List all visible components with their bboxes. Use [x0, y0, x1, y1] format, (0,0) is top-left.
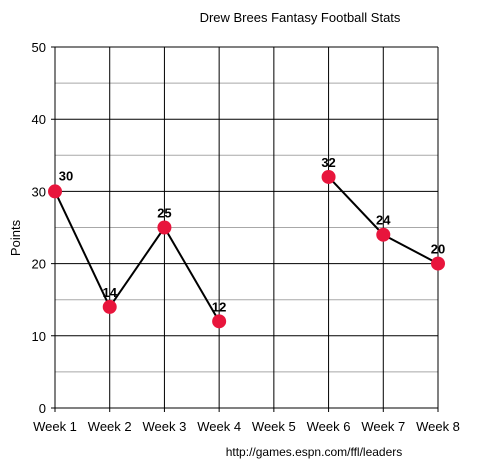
- data-label: 20: [431, 242, 445, 257]
- data-labels: 30 14 25 12 32 24 20: [59, 155, 445, 314]
- y-tick-label: 10: [32, 329, 46, 344]
- data-label: 24: [376, 213, 391, 228]
- y-tick-label: 0: [39, 401, 46, 416]
- data-label: 30: [59, 168, 73, 183]
- chart-title: Drew Brees Fantasy Football Stats: [200, 10, 401, 25]
- x-tick-label: Week 7: [361, 419, 405, 434]
- series-line-segment: [54, 190, 111, 308]
- data-point: [157, 220, 172, 235]
- series-points: [48, 169, 445, 329]
- data-label: 25: [157, 206, 171, 221]
- data-point: [431, 256, 445, 271]
- series-line-segment: [163, 226, 221, 322]
- data-point: [212, 314, 227, 329]
- y-tick-label: 20: [32, 257, 46, 272]
- x-tick-label: Week 3: [143, 419, 187, 434]
- data-point: [102, 299, 117, 314]
- data-label: 14: [102, 285, 117, 300]
- x-tick-label: Week 2: [88, 419, 132, 434]
- series-line-segment: [382, 233, 439, 265]
- y-tick-labels: 0 10 20 30 40 50: [32, 40, 46, 416]
- data-label: 32: [321, 155, 335, 170]
- series-line-segment: [108, 226, 166, 308]
- x-tick-label: Week 1: [33, 419, 77, 434]
- data-point: [48, 184, 62, 199]
- series-line-segment: [327, 176, 385, 236]
- source-note: http://games.espn.com/ffl/leaders: [226, 445, 403, 459]
- x-tick-label: Week 6: [307, 419, 351, 434]
- data-label: 12: [212, 299, 226, 314]
- y-axis-label: Points: [8, 219, 23, 256]
- data-point: [321, 169, 336, 184]
- y-tick-label: 50: [32, 40, 46, 55]
- x-tick-labels: Week 1 Week 2 Week 3 Week 4 Week 5 Week 6 Week…: [33, 419, 460, 434]
- y-tick-label: 40: [32, 112, 46, 127]
- series-lines: [54, 176, 439, 322]
- x-tick-label: Week 4: [197, 419, 241, 434]
- data-point: [376, 227, 391, 242]
- x-tick-label: Week 8: [416, 419, 460, 434]
- x-tick-label: Week 5: [252, 419, 296, 434]
- y-tick-label: 30: [32, 184, 46, 199]
